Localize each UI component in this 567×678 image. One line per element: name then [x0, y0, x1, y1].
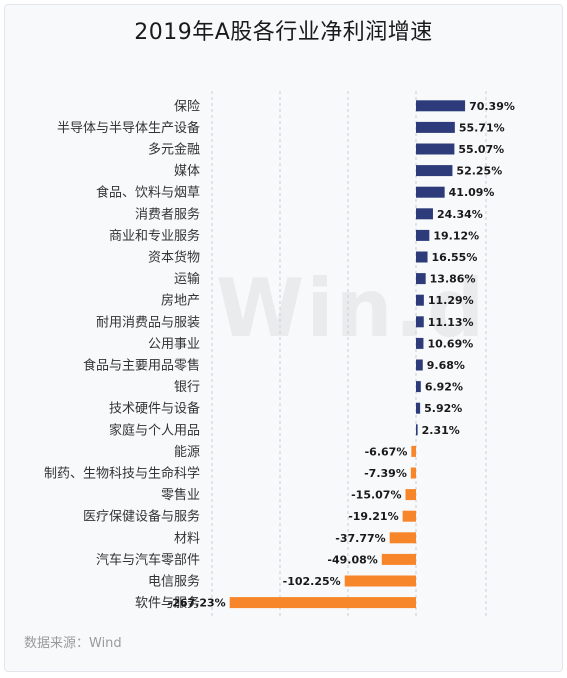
value-label: 41.09%: [449, 186, 495, 199]
bar: [416, 165, 453, 177]
wind-watermark: Win.d: [216, 262, 487, 355]
category-label: 媒体: [174, 164, 200, 179]
value-label: 5.92%: [424, 402, 462, 415]
bar: [416, 186, 445, 198]
category-label: 零售业: [161, 487, 200, 503]
bar: [416, 208, 433, 220]
value-label: 55.07%: [458, 143, 504, 156]
category-label: 耐用消费品与服装: [96, 315, 200, 330]
value-label: -7.39%: [364, 467, 407, 480]
value-label: 2.31%: [422, 424, 460, 437]
value-label: -19.21%: [348, 510, 398, 523]
bar: [416, 143, 455, 155]
bar: [416, 402, 421, 414]
bar: [402, 510, 416, 522]
bar: [416, 229, 430, 241]
category-label: 消费者服务: [135, 206, 200, 222]
value-label: -49.08%: [327, 553, 377, 566]
bar: [411, 445, 416, 457]
bar: [416, 251, 428, 263]
category-label: 能源: [174, 445, 200, 460]
bar: [344, 575, 416, 587]
category-label: 家庭与个人用品: [109, 422, 200, 438]
bar: [416, 316, 424, 328]
category-label: 多元金融: [148, 142, 200, 158]
bar: [416, 381, 421, 393]
bar: [405, 489, 416, 501]
value-label: 9.68%: [427, 359, 465, 372]
value-label: -15.07%: [351, 489, 401, 502]
value-label: 11.13%: [428, 316, 474, 329]
category-label: 材料: [174, 531, 200, 546]
category-label: 商业和专业服务: [109, 228, 200, 244]
category-label: 运输: [174, 271, 200, 287]
value-label: 13.86%: [430, 273, 476, 286]
bar: [416, 121, 455, 133]
bar: [389, 532, 416, 544]
category-label: 制药、生物科技与生命科学: [44, 466, 200, 482]
bar: [416, 424, 418, 436]
value-label: 55.71%: [459, 121, 505, 134]
category-label: 电信服务: [148, 574, 200, 590]
value-label: -37.77%: [335, 532, 385, 545]
bar: [416, 273, 426, 285]
value-label: 16.55%: [432, 251, 478, 264]
bar: [416, 359, 423, 371]
value-label: 52.25%: [456, 165, 502, 178]
category-label: 汽车与汽车零部件: [96, 552, 200, 568]
value-label: -267.23%: [168, 597, 226, 610]
bar: [410, 467, 416, 479]
bar: [416, 100, 466, 112]
value-label: 24.34%: [437, 208, 483, 221]
category-label: 银行: [174, 380, 200, 395]
category-label: 医疗保健设备与服务: [83, 509, 200, 525]
category-label: 技术硬件与设备: [109, 401, 200, 417]
value-label: 11.29%: [428, 294, 474, 307]
value-label: -6.67%: [365, 445, 408, 458]
category-label: 资本货物: [148, 250, 200, 266]
value-label: 19.12%: [433, 229, 479, 242]
value-label: 70.39%: [469, 100, 515, 113]
bar: [229, 597, 416, 609]
value-label: -102.25%: [283, 575, 341, 588]
bar: [416, 294, 424, 306]
bar: [381, 553, 416, 565]
source-note: 数据来源：Wind: [24, 636, 122, 651]
category-label: 食品、饮料与烟草: [96, 185, 200, 201]
category-label: 房地产: [161, 293, 200, 309]
value-label: 10.69%: [427, 337, 473, 350]
category-label: 保险: [174, 99, 200, 114]
category-label: 食品与主要用品零售: [83, 358, 200, 374]
category-label: 公用事业: [148, 337, 200, 352]
category-label: 半导体与半导体生产设备: [57, 120, 200, 136]
chart-card: [4, 4, 563, 672]
value-label: 6.92%: [425, 381, 463, 394]
bar: [416, 337, 424, 349]
category-label: 软件与服务: [135, 595, 200, 611]
chart-title: 2019年A股各行业净利润增速: [134, 20, 433, 45]
